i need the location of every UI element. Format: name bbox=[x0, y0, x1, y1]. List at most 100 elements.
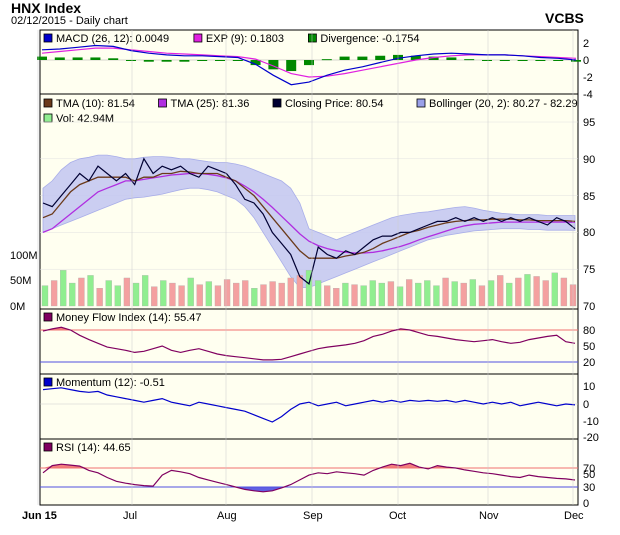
volume-bar bbox=[424, 280, 431, 307]
divergence-bar bbox=[517, 60, 528, 61]
divergence-bar bbox=[143, 60, 154, 62]
y-tick-label: 95 bbox=[583, 117, 595, 129]
volume-tick-label: 0M bbox=[10, 301, 25, 313]
y-tick-label: 70 bbox=[583, 301, 595, 313]
volume-bar bbox=[187, 277, 194, 307]
closing-price-line bbox=[42, 157, 576, 285]
y-tick-label: -2 bbox=[583, 72, 593, 84]
volume-bar bbox=[387, 281, 395, 307]
volume-bar bbox=[442, 277, 449, 307]
volume-bar bbox=[141, 275, 149, 307]
divergence-bar bbox=[375, 55, 386, 60]
volume-bar bbox=[560, 277, 568, 307]
volume-bar bbox=[60, 270, 67, 307]
volume-bar bbox=[506, 282, 513, 307]
y-tick-label: -4 bbox=[583, 89, 593, 101]
x-tick-label: Jul bbox=[123, 510, 137, 522]
volume-bar bbox=[378, 282, 385, 307]
divergence-bar bbox=[126, 60, 136, 61]
bollinger-band bbox=[42, 154, 576, 289]
volume-bar bbox=[515, 277, 522, 307]
legend-entry-2: Closing Price: 80.54 bbox=[285, 98, 383, 110]
divergence-bar bbox=[179, 60, 190, 62]
volume-bar bbox=[451, 281, 458, 307]
panel-mfi bbox=[39, 308, 579, 375]
volume-bar bbox=[342, 282, 349, 307]
volume-bar bbox=[160, 280, 167, 307]
volume-bar bbox=[533, 276, 540, 307]
volume-tick-label: 50M bbox=[10, 275, 31, 287]
y-tick-label: 0 bbox=[583, 399, 589, 411]
y-tick-label: 20 bbox=[583, 357, 595, 369]
x-tick-label: Dec bbox=[564, 510, 584, 522]
y-tick-label: 85 bbox=[583, 191, 595, 203]
y-tick-label: 10 bbox=[583, 381, 595, 393]
volume-bar bbox=[178, 285, 185, 307]
divergence-bar bbox=[553, 60, 564, 61]
legend-entry-1: TMA (25): 81.36 bbox=[171, 98, 250, 110]
legend-entry-3: Bollinger (20, 2): 80.27 - 82.29 bbox=[429, 98, 578, 110]
divergence-bar bbox=[90, 57, 101, 60]
volume-bar bbox=[497, 275, 504, 307]
volume-bar bbox=[242, 280, 249, 307]
legend-swatch bbox=[158, 98, 167, 108]
x-tick-label: Jun 15 bbox=[22, 510, 57, 522]
volume-bar bbox=[260, 284, 267, 307]
volume-bar bbox=[69, 282, 76, 307]
y-tick-label: 70 bbox=[583, 463, 595, 475]
y-tick-label: 50 bbox=[583, 469, 595, 481]
legend-entry-4: Vol: 42.94M bbox=[56, 113, 114, 125]
divergence-bar bbox=[464, 59, 475, 61]
divergence-bar bbox=[250, 60, 261, 66]
volume-bar bbox=[196, 284, 203, 307]
volume-bar bbox=[96, 287, 103, 307]
x-tick-label: Sep bbox=[303, 510, 323, 522]
divergence-bar bbox=[321, 59, 332, 61]
volume-bar bbox=[251, 287, 258, 307]
volume-bar bbox=[415, 282, 422, 307]
volume-bar bbox=[296, 275, 304, 307]
chart-subtitle: 02/12/2015 - Daily chart bbox=[11, 15, 128, 27]
volume-bar bbox=[105, 280, 112, 307]
legend-swatch bbox=[43, 312, 53, 322]
volume-bar bbox=[41, 285, 49, 307]
x-tick-label: Oct bbox=[389, 510, 406, 522]
volume-bar bbox=[469, 279, 477, 307]
divergence-bar bbox=[304, 60, 314, 66]
y-tick-label: 90 bbox=[583, 154, 595, 166]
legend-entry-2: Divergence: -0.1754 bbox=[320, 33, 419, 45]
volume-bar bbox=[542, 280, 549, 307]
legend-swatch bbox=[193, 33, 203, 43]
divergence-bar bbox=[268, 60, 279, 70]
legend-entry-1: EXP (9): 0.1803 bbox=[206, 33, 284, 45]
y-tick-label: 0 bbox=[583, 55, 589, 67]
x-tick-label: Aug bbox=[217, 510, 237, 522]
legend-swatch bbox=[43, 113, 53, 123]
indicator-line-rsi bbox=[42, 462, 576, 493]
legend-swatch bbox=[416, 98, 426, 108]
volume-bar bbox=[269, 281, 276, 307]
volume-bar bbox=[314, 280, 322, 307]
divergence-bar bbox=[410, 55, 421, 60]
legend-entry-0: Momentum (12): -0.51 bbox=[56, 377, 165, 389]
volume-bar bbox=[114, 285, 121, 307]
y-tick-label: 80 bbox=[583, 325, 595, 337]
divergence-bar bbox=[72, 57, 83, 60]
divergence-bar bbox=[446, 57, 457, 60]
divergence-bar bbox=[37, 56, 47, 60]
volume-bar bbox=[405, 279, 413, 307]
volume-bar bbox=[169, 282, 176, 307]
volume-bar bbox=[287, 277, 294, 307]
macd-line bbox=[41, 44, 577, 86]
panel-momentum bbox=[39, 373, 579, 440]
divergence-bar bbox=[535, 60, 546, 61]
y-tick-label: 80 bbox=[583, 227, 595, 239]
volume-bar bbox=[369, 280, 376, 307]
volume-bar bbox=[324, 285, 331, 307]
legend-swatch bbox=[43, 98, 53, 108]
volume-bar bbox=[360, 285, 367, 307]
legend-entry-0: TMA (10): 81.54 bbox=[56, 98, 135, 110]
legend-swatch bbox=[272, 98, 282, 108]
volume-bar bbox=[214, 285, 222, 307]
